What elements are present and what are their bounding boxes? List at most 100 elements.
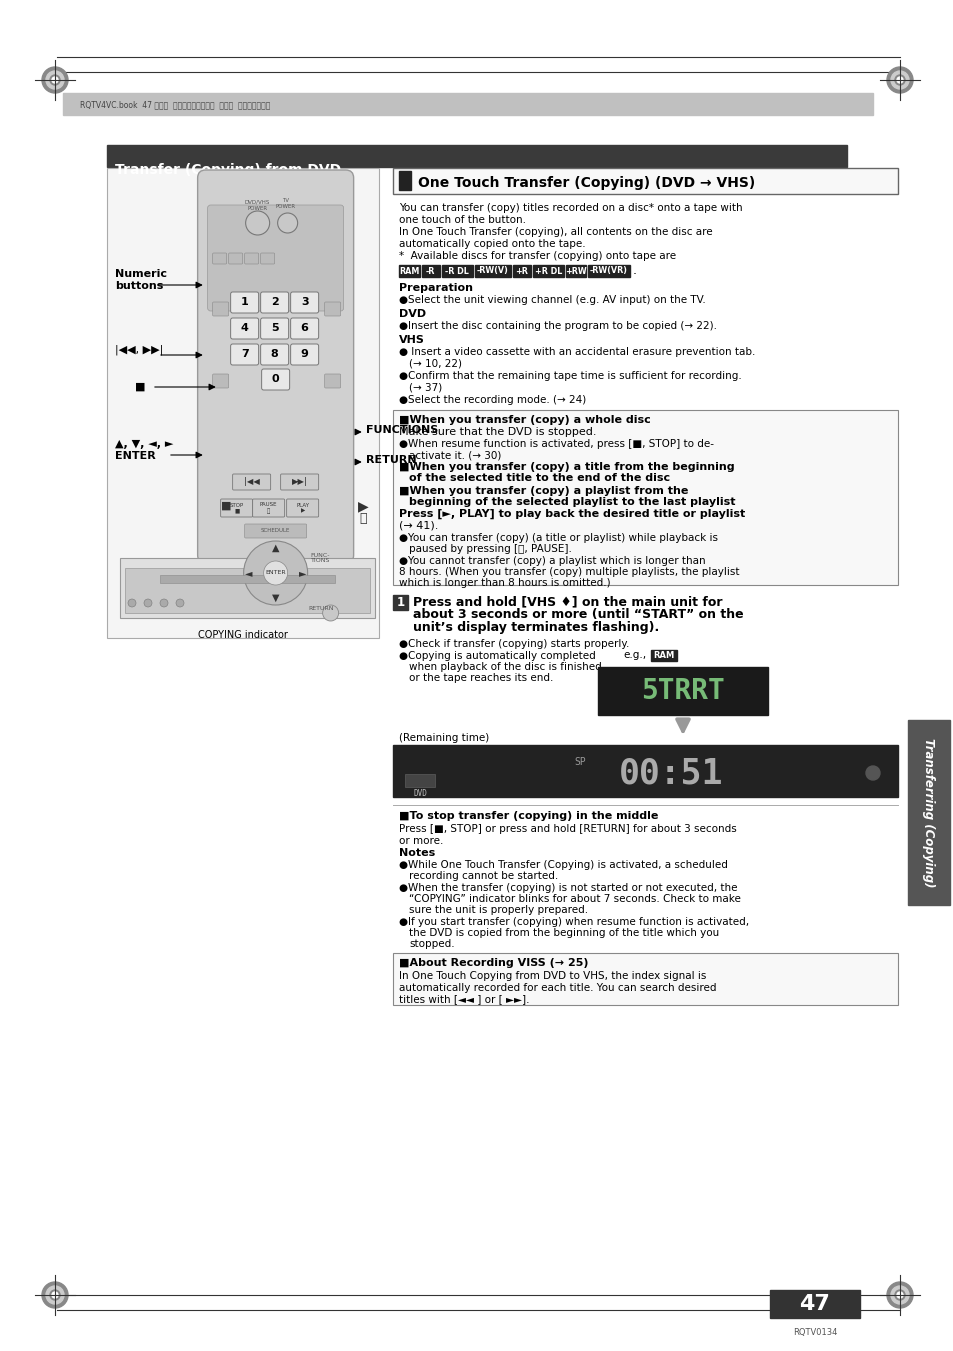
- FancyBboxPatch shape: [260, 253, 274, 263]
- Bar: [107, 145, 846, 168]
- FancyBboxPatch shape: [213, 253, 227, 263]
- Text: ●You can transfer (copy) (a title or playlist) while playback is: ●You can transfer (copy) (a title or pla…: [398, 534, 718, 543]
- Circle shape: [175, 598, 184, 607]
- Bar: [565, 265, 586, 277]
- FancyBboxPatch shape: [261, 369, 290, 390]
- Text: ⏸: ⏸: [359, 512, 367, 524]
- Circle shape: [890, 1286, 908, 1304]
- Bar: [769, 1290, 859, 1319]
- Text: ▶▶|: ▶▶|: [292, 477, 307, 486]
- FancyBboxPatch shape: [231, 345, 258, 365]
- Text: 7: 7: [240, 349, 248, 359]
- Text: In One Touch Copying from DVD to VHS, the index signal is: In One Touch Copying from DVD to VHS, th…: [398, 971, 705, 981]
- Bar: [393, 744, 897, 797]
- Text: Transfer (Copying) from DVD: Transfer (Copying) from DVD: [115, 163, 341, 177]
- Text: Preparation: Preparation: [398, 282, 473, 293]
- Bar: [120, 558, 375, 617]
- Text: ■: ■: [220, 501, 231, 511]
- Circle shape: [128, 598, 136, 607]
- Text: +RW: +RW: [564, 266, 586, 276]
- FancyBboxPatch shape: [213, 374, 229, 388]
- Circle shape: [52, 77, 58, 82]
- FancyBboxPatch shape: [220, 499, 253, 517]
- Text: Press and hold [VHS ♦] on the main unit for: Press and hold [VHS ♦] on the main unit …: [413, 594, 721, 608]
- Text: ●When the transfer (copying) is not started or not executed, the: ●When the transfer (copying) is not star…: [398, 884, 737, 893]
- Text: ■To stop transfer (copying) in the middle: ■To stop transfer (copying) in the middl…: [398, 811, 658, 821]
- Circle shape: [894, 1290, 904, 1300]
- Circle shape: [896, 77, 902, 82]
- Text: ●Confirm that the remaining tape time is sufficient for recording.: ●Confirm that the remaining tape time is…: [398, 372, 741, 381]
- FancyBboxPatch shape: [213, 303, 229, 316]
- Text: Transferring (Copying): Transferring (Copying): [922, 738, 935, 888]
- Text: (Remaining time): (Remaining time): [398, 734, 489, 743]
- Text: beginning of the selected playlist to the last playlist: beginning of the selected playlist to th…: [409, 497, 735, 507]
- Text: 8: 8: [271, 349, 278, 359]
- Bar: [398, 172, 411, 190]
- Text: 3: 3: [300, 297, 308, 307]
- Circle shape: [277, 213, 297, 232]
- Circle shape: [896, 1292, 902, 1298]
- Bar: [588, 265, 629, 277]
- Text: ●Select the recording mode. (→ 24): ●Select the recording mode. (→ 24): [398, 394, 586, 405]
- Text: recording cannot be started.: recording cannot be started.: [409, 871, 558, 881]
- Text: unit’s display terminates flashing).: unit’s display terminates flashing).: [413, 621, 659, 634]
- Text: of the selected title to the end of the disc: of the selected title to the end of the …: [409, 473, 669, 484]
- Text: ■: ■: [135, 382, 146, 392]
- Text: ▼: ▼: [272, 593, 279, 603]
- Text: the DVD is copied from the beginning of the title which you: the DVD is copied from the beginning of …: [409, 928, 719, 938]
- Text: PLAY
▶: PLAY ▶: [295, 503, 309, 513]
- Text: ►: ►: [298, 567, 306, 578]
- Text: Make sure that the DVD is stopped.: Make sure that the DVD is stopped.: [398, 427, 596, 436]
- Text: which is longer than 8 hours is omitted.): which is longer than 8 hours is omitted.…: [398, 578, 610, 588]
- Circle shape: [46, 72, 64, 89]
- Circle shape: [886, 68, 912, 93]
- Text: 8 hours. (When you transfer (copy) multiple playlists, the playlist: 8 hours. (When you transfer (copy) multi…: [398, 567, 739, 577]
- Text: In One Touch Transfer (copying), all contents on the disc are: In One Touch Transfer (copying), all con…: [398, 227, 712, 236]
- Text: sure the unit is properly prepared.: sure the unit is properly prepared.: [409, 905, 587, 915]
- Circle shape: [865, 766, 879, 780]
- Text: VHS: VHS: [398, 335, 424, 345]
- Bar: [650, 650, 677, 661]
- Text: One Touch Transfer (Copying) (DVD → VHS): One Touch Transfer (Copying) (DVD → VHS): [417, 176, 755, 190]
- Circle shape: [894, 76, 904, 85]
- Text: automatically recorded for each title. You can search desired: automatically recorded for each title. Y…: [398, 984, 716, 993]
- FancyBboxPatch shape: [260, 317, 289, 339]
- Text: activate it. (→ 30): activate it. (→ 30): [409, 450, 501, 459]
- FancyBboxPatch shape: [231, 317, 258, 339]
- Text: ●While One Touch Transfer (Copying) is activated, a scheduled: ●While One Touch Transfer (Copying) is a…: [398, 861, 727, 870]
- Circle shape: [42, 68, 68, 93]
- Text: “COPYING” indicator blinks for about 7 seconds. Check to make: “COPYING” indicator blinks for about 7 s…: [409, 894, 740, 904]
- FancyBboxPatch shape: [208, 205, 343, 311]
- FancyBboxPatch shape: [244, 253, 258, 263]
- Text: ▶: ▶: [357, 499, 368, 513]
- Bar: [441, 265, 472, 277]
- Text: 5TRRT: 5TRRT: [640, 677, 724, 705]
- Text: RAM: RAM: [653, 651, 674, 661]
- Text: COPYING indicator: COPYING indicator: [198, 630, 288, 640]
- Text: one touch of the button.: one touch of the button.: [398, 215, 525, 226]
- Text: DVD: DVD: [398, 309, 426, 319]
- Text: +R: +R: [515, 266, 528, 276]
- Bar: [63, 93, 872, 115]
- Text: Numeric
buttons: Numeric buttons: [115, 269, 167, 290]
- FancyBboxPatch shape: [291, 292, 318, 313]
- Text: |◀◀: |◀◀: [243, 477, 259, 486]
- Text: ●Select the unit viewing channel (e.g. AV input) on the TV.: ●Select the unit viewing channel (e.g. A…: [398, 295, 705, 305]
- FancyBboxPatch shape: [291, 317, 318, 339]
- Text: ●Check if transfer (copying) starts properly.: ●Check if transfer (copying) starts prop…: [398, 639, 629, 648]
- Text: 47: 47: [799, 1294, 829, 1315]
- Text: ◄: ◄: [245, 567, 253, 578]
- Text: -RW(VR): -RW(VR): [590, 266, 627, 276]
- Text: +R DL: +R DL: [534, 266, 561, 276]
- Text: paused by pressing [⏸, PAUSE].: paused by pressing [⏸, PAUSE].: [409, 544, 571, 554]
- Text: FUNC-
TIONS: FUNC- TIONS: [311, 553, 330, 563]
- Text: ▲, ▼, ◄, ►
ENTER: ▲, ▼, ◄, ► ENTER: [115, 439, 173, 461]
- Text: DVD: DVD: [413, 789, 427, 798]
- Text: -R DL: -R DL: [445, 266, 469, 276]
- FancyBboxPatch shape: [260, 345, 289, 365]
- Text: (→ 41).: (→ 41).: [398, 521, 438, 531]
- Bar: [398, 265, 419, 277]
- Text: 5: 5: [271, 323, 278, 332]
- FancyBboxPatch shape: [260, 292, 289, 313]
- Circle shape: [245, 211, 270, 235]
